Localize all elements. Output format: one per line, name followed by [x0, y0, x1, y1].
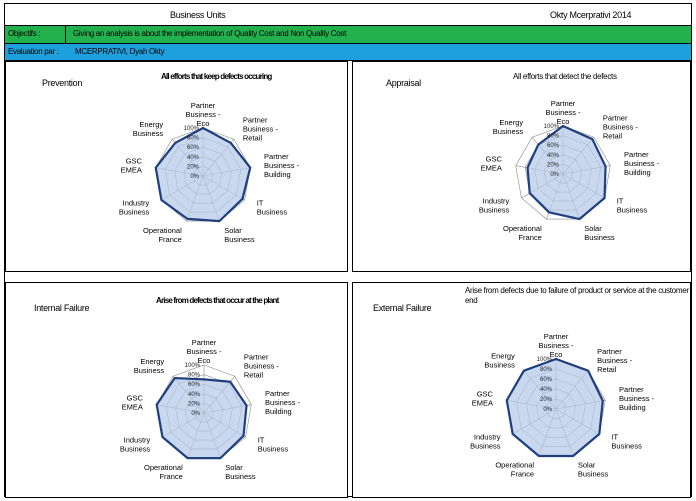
panel-name: External Failure — [373, 303, 432, 313]
panel-name: Appraisal — [386, 78, 421, 88]
radar-category-label: Partner Business -Building — [619, 385, 655, 412]
evaluation-label: Evaluation par : — [8, 47, 59, 56]
objectives-label: Objectifs : — [8, 29, 41, 38]
radar-tick-label: 0% — [550, 172, 559, 178]
radar-tick-label: 0% — [543, 407, 552, 413]
radar-category-label: Energy Business — [484, 351, 515, 369]
radar-tick-label: 20% — [188, 401, 201, 407]
radar-grid-ring — [155, 127, 251, 222]
radar-tick-label: 100% — [544, 124, 560, 130]
radar-category-label: Industry Business — [119, 199, 150, 217]
radar-category-label: IT Business — [617, 197, 648, 215]
panel-internal-failure: Internal Failure Arise from defects that… — [5, 282, 348, 498]
radar-category-label: Partner Business -Eco — [538, 332, 574, 359]
radar-series — [154, 126, 252, 223]
panel-description: All efforts that detect the defects — [513, 72, 617, 81]
radar-grid-ring — [515, 125, 611, 220]
radar-tick-label: 100% — [184, 126, 200, 132]
radar-series — [155, 376, 248, 460]
radar-category-label: Industry Business — [479, 197, 510, 215]
radar-category-label: GSC EMEA — [472, 389, 494, 407]
radar-category-label: Operational France — [495, 461, 534, 479]
radar-tick-label: 20% — [540, 397, 553, 403]
radar-tick-label: 100% — [185, 363, 201, 369]
radar-category-label: Partner Business -Eco — [545, 99, 581, 126]
radar-chart-appraisal: 100% 80% 60% 40% 20% 0% Partner Business -Eco Pa… — [479, 99, 660, 242]
radar-category-label: IT Business — [611, 433, 642, 451]
objectives-divider — [65, 26, 66, 44]
evaluation-row: Evaluation par : MCERPRATIVI, Dyah Okty — [5, 44, 691, 61]
radar-category-label: Partner Business -Retail — [244, 353, 280, 380]
radar-category-label: Operational France — [144, 463, 183, 481]
radar-tick-label: 80% — [540, 367, 553, 373]
panel-description: Arise from defects that occur at the pla… — [156, 296, 279, 305]
worksheet: Business Units Okty Mcerprativi 2014 Obj… — [4, 3, 692, 498]
panel-name: Prevention — [42, 78, 83, 88]
radar-chart-external-failure: 100% 80% 60% 40% 20% 0% Partner Business -Eco Pa… — [470, 332, 655, 479]
objectives-value: Giving an analysis is about the implemen… — [73, 29, 347, 38]
radar-tick-label: 40% — [188, 392, 201, 398]
radar-tick-label: 80% — [187, 136, 200, 142]
radar-tick-label: 40% — [187, 155, 200, 161]
radar-category-label: Partner Business -Building — [265, 389, 301, 416]
panel-description: All efforts that keep defects occuring — [161, 72, 272, 81]
radar-category-label: Partner Business -Building — [624, 150, 660, 177]
evaluation-value: MCERPRATIVI, Dyah Okty — [75, 47, 165, 56]
radar-category-label: IT Business — [257, 199, 288, 217]
radar-category-label: Partner Business -Retail — [597, 347, 633, 374]
radar-tick-label: 0% — [190, 174, 199, 180]
radar-category-label: Partner Business -Retail — [603, 114, 639, 141]
radar-category-label: Partner Business -Eco — [185, 101, 221, 128]
radar-tick-label: 60% — [547, 143, 560, 149]
radar-category-label: Partner Business -Eco — [186, 338, 222, 365]
radar-series — [505, 357, 604, 458]
radar-tick-label: 40% — [547, 153, 560, 159]
radar-category-label: Solar Business — [584, 224, 615, 242]
objectives-row: Objectifs : Giving an analysis is about … — [5, 26, 691, 44]
radar-tick-label: 60% — [187, 145, 200, 151]
radar-category-label: Industry Business — [470, 433, 501, 451]
radar-category-label: Solar Business — [225, 463, 256, 481]
report-header: Business Units Okty Mcerprativi 2014 — [5, 4, 691, 26]
report-author: Okty Mcerprativi 2014 — [550, 10, 632, 20]
radar-category-label: GSC EMEA — [481, 155, 503, 173]
radar-category-label: Energy Business — [134, 357, 165, 375]
radar-category-label: Solar Business — [578, 461, 609, 479]
radar-tick-label: 80% — [188, 373, 201, 379]
radar-category-label: Partner Business -Retail — [243, 116, 279, 143]
panel-appraisal: Appraisal All efforts that detect the de… — [352, 61, 691, 272]
radar-category-label: GSC EMEA — [122, 394, 144, 412]
radar-chart-internal-failure: 100% 80% 60% 40% 20% 0% Partner Business -Eco Pa… — [120, 338, 301, 481]
radar-category-label: Operational France — [503, 224, 542, 242]
radar-category-label: Solar Business — [224, 226, 255, 244]
radar-series — [526, 124, 607, 221]
report-title: Business Units — [170, 10, 226, 20]
radar-category-label: Industry Business — [120, 436, 151, 454]
radar-tick-label: 80% — [547, 134, 560, 140]
radar-tick-label: 40% — [540, 387, 553, 393]
radar-category-label: Energy Business — [133, 120, 164, 138]
panel-external-failure: External Failure Arise from defects due … — [352, 282, 691, 498]
radar-tick-label: 100% — [537, 357, 553, 363]
radar-category-label: IT Business — [258, 436, 289, 454]
radar-category-label: GSC EMEA — [121, 157, 143, 175]
radar-tick-label: 0% — [191, 411, 200, 417]
panel-prevention: Prevention All efforts that keep defects… — [5, 61, 348, 272]
radar-chart-prevention: 100% 80% 60% 40% 20% 0% Partner Business -Eco Pa… — [119, 101, 300, 244]
radar-category-label: Operational France — [143, 226, 182, 244]
radar-tick-label: 60% — [540, 377, 553, 383]
panel-description: Arise from defects due to failure of pro… — [465, 286, 689, 305]
radar-tick-label: 20% — [187, 164, 200, 170]
panel-name: Internal Failure — [34, 303, 90, 313]
radar-tick-label: 60% — [188, 382, 201, 388]
radar-tick-label: 20% — [547, 162, 560, 168]
radar-category-label: Partner Business -Building — [264, 152, 300, 179]
radar-category-label: Energy Business — [493, 118, 524, 136]
